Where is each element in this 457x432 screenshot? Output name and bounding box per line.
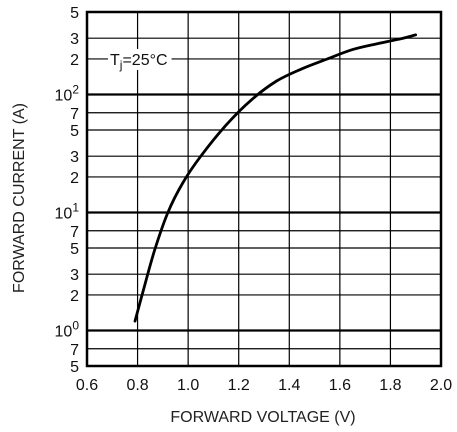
y-tick-label: 5 <box>70 241 79 258</box>
x-tick-label: 1.6 <box>329 377 351 394</box>
y-tick-label: 102 <box>55 82 80 104</box>
y-tick-label: 100 <box>55 318 80 340</box>
y-tick-label: 7 <box>70 342 79 359</box>
y-tick-label: 2 <box>70 288 79 305</box>
y-tick-label: 101 <box>55 200 80 222</box>
y-tick-label: 5 <box>70 5 79 22</box>
x-tick-label: 0.8 <box>126 377 148 394</box>
annotation-background <box>108 48 172 70</box>
y-tick-label: 7 <box>70 224 79 241</box>
y-tick-label: 7 <box>70 106 79 123</box>
grid <box>87 12 441 366</box>
forward-current-curve <box>133 33 418 323</box>
x-tick-label: 2.0 <box>430 377 452 394</box>
x-tick-labels: 0.6 0.8 1.0 1.2 1.4 1.6 1.8 2.0 <box>76 377 452 394</box>
y-tick-label: 3 <box>70 149 79 166</box>
x-tick-label: 1.4 <box>278 377 300 394</box>
y-tick-label: 2 <box>70 170 79 187</box>
x-axis-title: FORWARD VOLTAGE (V) <box>170 409 355 426</box>
y-axis-title: FORWARD CURRENT (A) <box>11 103 28 293</box>
x-tick-label: 1.8 <box>379 377 401 394</box>
x-tick-label: 1.0 <box>177 377 199 394</box>
plot-frame <box>85 10 443 368</box>
y-tick-label: 3 <box>70 31 79 48</box>
y-tick-label: 5 <box>70 359 79 376</box>
y-tick-label: 2 <box>70 52 79 69</box>
x-tick-label: 1.2 <box>228 377 250 394</box>
temperature-annotation: Tj=25°C <box>110 52 168 72</box>
series-layer <box>133 33 418 323</box>
x-tick-label: 0.6 <box>76 377 98 394</box>
y-tick-label: 5 <box>70 123 79 140</box>
y-tick-label: 3 <box>70 267 79 284</box>
temperature-annotation-group: Tj=25°C <box>108 48 172 72</box>
